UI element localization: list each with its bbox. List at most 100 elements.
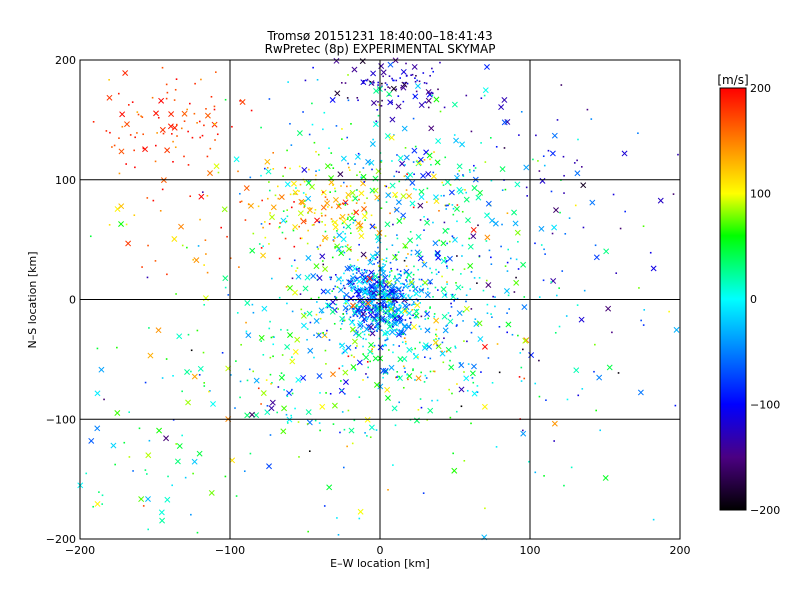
scatter-dot [462, 310, 465, 313]
scatter-dot [413, 285, 415, 288]
scatter-dot [354, 286, 357, 289]
scatter-cross [406, 346, 413, 353]
scatter-dot [213, 122, 216, 125]
scatter-cross [345, 191, 352, 198]
scatter-dot [165, 83, 168, 86]
scatter-dot [377, 299, 380, 302]
scatter-dot [269, 356, 272, 359]
scatter-dot [371, 83, 374, 86]
scatter-dot [351, 280, 354, 283]
scatter-cross [320, 189, 327, 196]
scatter-dot [380, 161, 383, 163]
scatter-cross [376, 229, 383, 236]
scatter-cross [295, 376, 302, 383]
scatter-cross [384, 221, 391, 228]
scatter-dot [470, 271, 473, 273]
scatter-dot [393, 305, 396, 308]
scatter-dot [397, 251, 400, 253]
scatter-dot [361, 325, 364, 327]
scatter-cross [365, 300, 372, 307]
scatter-dot [252, 311, 255, 314]
scatter-cross [420, 172, 427, 179]
scatter-dot [638, 287, 640, 289]
scatter-dot [340, 82, 343, 84]
scatter-dot [370, 322, 373, 325]
scatter-cross [442, 327, 449, 334]
scatter-dot [272, 151, 275, 154]
scatter-dot [416, 244, 419, 247]
scatter-cross [147, 352, 154, 359]
scatter-cross [310, 273, 317, 279]
scatter-dot [342, 181, 345, 184]
scatter-dot [293, 201, 295, 203]
scatter-dot [339, 343, 341, 346]
scatter-dot [411, 348, 413, 351]
scatter-dot [321, 311, 323, 314]
scatter-cross [176, 443, 183, 449]
scatter-cross [425, 97, 432, 104]
scatter-dot [448, 240, 451, 243]
scatter-dot [365, 79, 368, 82]
scatter-dot [346, 445, 348, 448]
scatter-cross [294, 336, 301, 343]
scatter-dot [534, 242, 536, 245]
scatter-dot [92, 505, 94, 508]
scatter-cross [498, 104, 505, 111]
scatter-dot [465, 300, 467, 303]
scatter-dot [520, 366, 523, 369]
scatter-dot [154, 144, 157, 147]
scatter-cross [307, 347, 314, 354]
scatter-dot [440, 194, 443, 197]
scatter-dot [317, 296, 320, 299]
scatter-dot [463, 340, 465, 342]
scatter-dot [677, 153, 679, 156]
scatter-dot [377, 302, 380, 305]
scatter-cross [470, 233, 477, 240]
scatter-dot [356, 268, 358, 270]
scatter-cross [350, 364, 357, 370]
scatter-dot [318, 422, 321, 424]
scatter-dot [316, 246, 319, 248]
scatter-dot [346, 185, 348, 188]
scatter-dot [404, 164, 406, 166]
scatter-dot [376, 302, 378, 304]
scatter-dot [429, 74, 431, 77]
scatter-cross [261, 305, 268, 312]
scatter-dot [317, 248, 320, 250]
scatter-dot [415, 188, 417, 191]
scatter-dot [426, 201, 428, 203]
scatter-dot [400, 274, 402, 277]
scatter-dot [293, 245, 296, 248]
scatter-dot [268, 98, 271, 100]
scatter-dot [398, 401, 401, 404]
scatter-dot [388, 275, 391, 278]
scatter-cross [430, 173, 437, 180]
scatter-dot [351, 306, 353, 309]
scatter-dot [201, 134, 204, 137]
scatter-dot [166, 273, 168, 276]
scatter-dot [285, 413, 288, 416]
scatter-dot [377, 314, 379, 317]
scatter-dot [157, 116, 160, 119]
scatter-dot [566, 398, 569, 401]
scatter-dot [385, 306, 387, 309]
scatter-dot [350, 123, 352, 125]
scatter-dot [385, 185, 388, 188]
scatter-dot [187, 164, 190, 166]
scatter-dot [469, 288, 472, 290]
scatter-cross [573, 367, 580, 374]
scatter-dot [347, 74, 349, 76]
scatter-dot [371, 352, 374, 355]
scatter-cross [98, 366, 105, 373]
scatter-dot [144, 469, 147, 471]
x-tick-label: 200 [670, 544, 691, 557]
scatter-dot [506, 261, 509, 264]
scatter-dot [377, 246, 379, 249]
scatter-dot [422, 72, 425, 74]
y-tick-label: 0 [69, 294, 76, 307]
scatter-dot [351, 290, 353, 292]
scatter-dot [299, 237, 302, 240]
scatter-dot [556, 119, 559, 121]
scatter-dot [363, 301, 365, 303]
scatter-dot [282, 210, 285, 212]
